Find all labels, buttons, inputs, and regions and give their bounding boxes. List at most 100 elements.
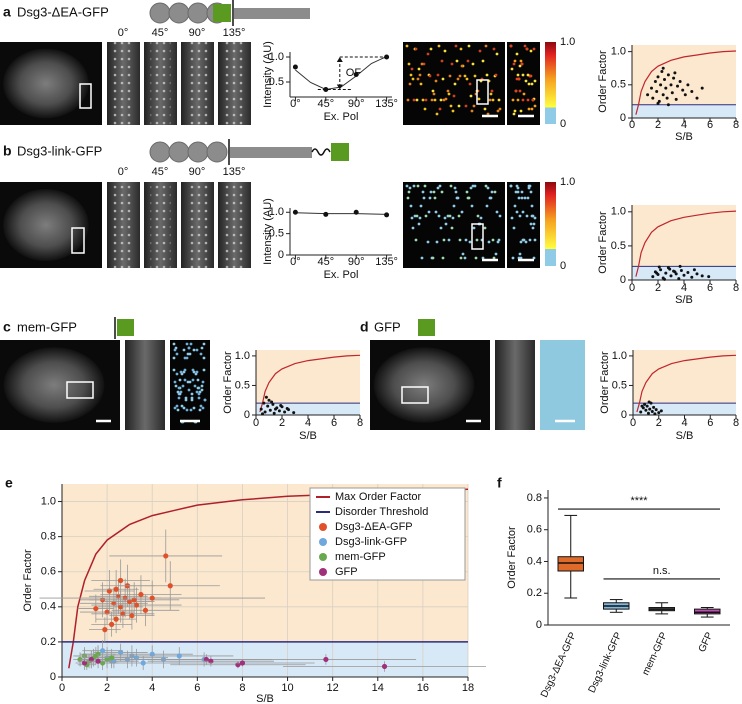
data-point (113, 586, 119, 592)
data-point (106, 588, 112, 594)
map-pixel (472, 104, 476, 108)
map-pixel (473, 74, 477, 78)
data-point (678, 80, 682, 83)
map-pixel (411, 226, 415, 230)
data-point (100, 648, 106, 654)
map-pixel (498, 214, 502, 218)
data-point (133, 655, 140, 661)
data-point (707, 275, 711, 279)
map-pixel (440, 59, 444, 63)
map-pixel (498, 107, 502, 111)
x-tick-label: 2 (279, 417, 285, 429)
map-pixel (429, 47, 433, 51)
data-point (650, 409, 654, 413)
map-pixel (454, 190, 458, 194)
ordered-region (633, 350, 736, 404)
map-pixel (406, 196, 410, 200)
data-point (659, 409, 663, 413)
data-point (167, 583, 173, 589)
roi-box (476, 79, 489, 105)
data-point (647, 400, 651, 404)
map-pixel (191, 378, 195, 382)
significance-label: n.s. (653, 565, 671, 577)
map-pixel (459, 47, 463, 51)
y-axis-label: Intensity (AU) (262, 41, 274, 108)
map-pixel (200, 346, 204, 350)
map-pixel (435, 240, 439, 244)
map-pixel (515, 52, 519, 56)
map-pixel (510, 216, 514, 220)
domain-icon (168, 141, 190, 163)
map-pixel (434, 79, 438, 83)
x-tick-label: 4 (681, 282, 687, 294)
map-pixel (516, 98, 520, 102)
disordered-region (632, 266, 736, 280)
map-pixel (515, 77, 519, 81)
data-point (203, 656, 209, 663)
map-pixel (509, 44, 513, 48)
y-tick-label: 0.8 (527, 492, 542, 504)
cell (3, 48, 89, 119)
map-pixel (176, 408, 180, 412)
data-point (666, 73, 670, 77)
map-pixel (493, 190, 497, 194)
map-pixel (525, 214, 529, 218)
map-pixel (458, 238, 462, 242)
y-axis-label: Order Factor (599, 351, 611, 414)
data-point (138, 591, 144, 598)
x-tick-label: 135° (375, 256, 398, 268)
map-pixel (412, 184, 416, 188)
fit-curve (295, 212, 387, 215)
map-pixel (414, 238, 418, 242)
data-point (666, 103, 670, 107)
map-pixel (183, 356, 187, 360)
map-pixel (202, 342, 206, 346)
puncta (224, 42, 245, 125)
map-pixel (451, 109, 455, 113)
data-point (264, 395, 268, 399)
y-tick-label: 1.0 (269, 51, 284, 63)
map-pixel (476, 214, 480, 218)
map-pixel (460, 210, 464, 214)
data-point (676, 84, 679, 88)
x-tick-label: 0 (253, 417, 259, 429)
domain-icon (149, 141, 171, 163)
disordered-region (256, 403, 360, 415)
map-pixel (490, 190, 494, 194)
data-point (644, 408, 648, 412)
x-tick-label: 12 (327, 682, 339, 694)
map-pixel (417, 222, 421, 226)
map-pixel (454, 44, 458, 48)
map-pixel (175, 404, 179, 408)
data-point (133, 602, 140, 608)
data-point (259, 407, 263, 411)
y-tick-label: 1.0 (269, 206, 284, 218)
map-pixel (518, 64, 522, 68)
map-pixel (494, 73, 498, 77)
map-pixel (192, 406, 196, 410)
map-pixel (512, 62, 516, 66)
map-pixel (533, 79, 537, 83)
legend-label: Dsg3-link-GFP (335, 536, 407, 548)
map-pixel (523, 196, 527, 200)
data-point (384, 212, 390, 218)
map-pixel (432, 92, 436, 96)
x-tick-label: 90° (348, 256, 365, 268)
data-point (263, 410, 267, 414)
panel-label: f (497, 475, 502, 491)
map-pixel (486, 186, 490, 190)
map-pixel (492, 47, 496, 51)
data-point (261, 412, 264, 416)
map-pixel (435, 112, 439, 116)
y-axis-label: Order Factor (597, 50, 609, 113)
map-pixel (457, 214, 461, 218)
data-point (673, 71, 677, 75)
x-tick-label: 2 (655, 119, 661, 131)
map-pixel (465, 77, 469, 81)
legend-label: Max Order Factor (335, 491, 422, 503)
map-pixel (432, 190, 436, 194)
map-pixel (512, 226, 516, 230)
map-pixel (436, 186, 440, 190)
map-pixel (509, 184, 513, 188)
data-point (646, 411, 650, 415)
